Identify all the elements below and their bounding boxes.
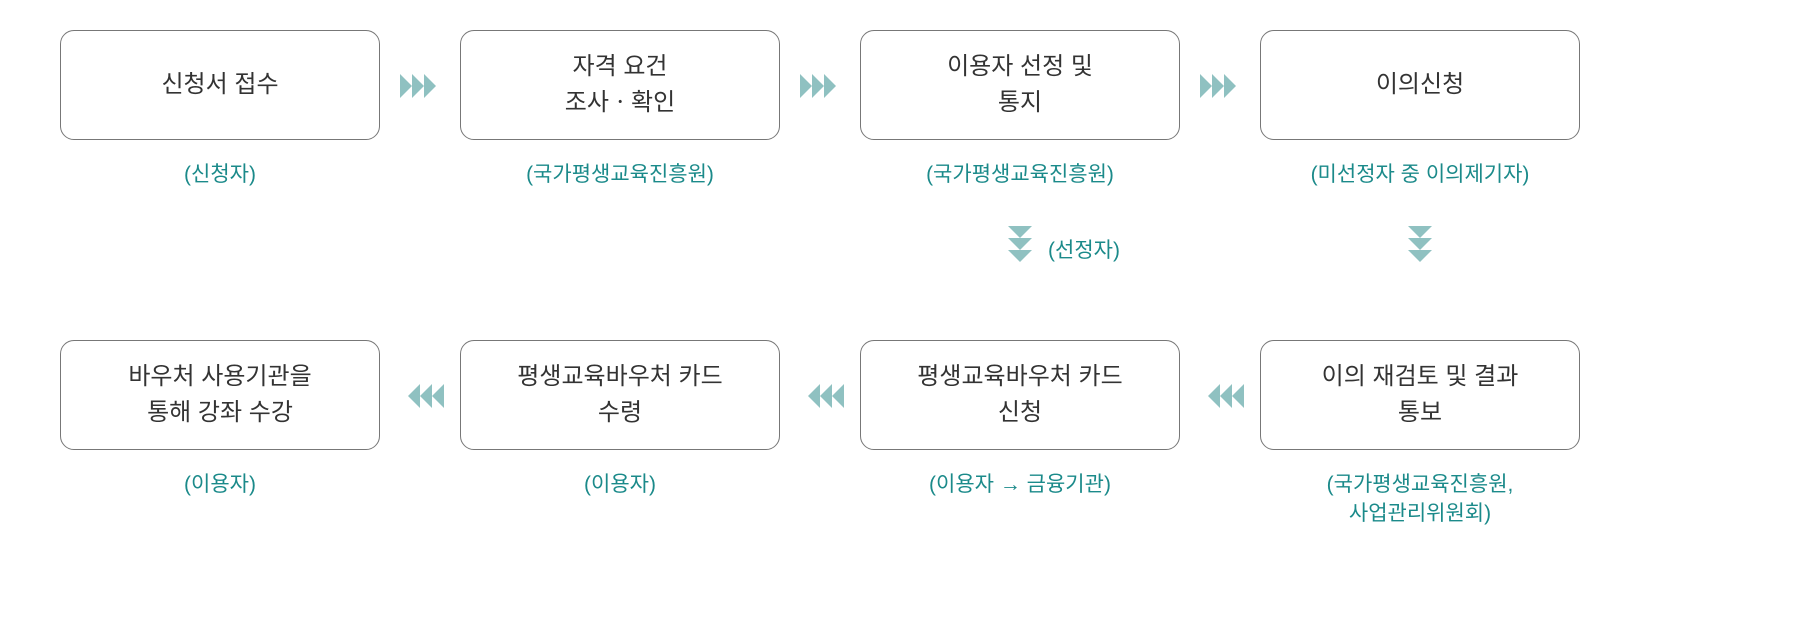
node-apply-card-sub: (이용자 → 금융기관) — [860, 470, 1180, 499]
node-application-submit-sub: (신청자) — [60, 160, 380, 189]
node-label: 평생교육바우처 카드 수령 — [517, 359, 722, 431]
down-arrow-label: (선정자) — [1048, 234, 1120, 264]
arrow-left-icon — [798, 382, 846, 410]
node-label: 평생교육바우처 카드 신청 — [917, 359, 1122, 431]
node-take-course: 바우처 사용기관을 통해 강좌 수강 — [60, 340, 380, 450]
node-label: 바우처 사용기관을 통해 강좌 수강 — [128, 359, 311, 431]
node-appeal-sub: (미선정자 중 이의제기자) — [1260, 160, 1580, 189]
node-qualification-check: 자격 요건 조사ㆍ확인 — [460, 30, 780, 140]
arrow-down-icon — [1006, 222, 1034, 274]
arrow-down-icon — [1406, 222, 1434, 274]
node-user-selection-sub: (국가평생교육진흥원) — [860, 160, 1180, 189]
node-review-result: 이의 재검토 및 결과 통보 — [1260, 340, 1580, 450]
node-user-selection: 이용자 선정 및 통지 — [860, 30, 1180, 140]
node-label: 이의 재검토 및 결과 통보 — [1322, 359, 1519, 431]
node-receive-card: 평생교육바우처 카드 수령 — [460, 340, 780, 450]
node-review-result-sub: (국가평생교육진흥원, 사업관리위원회) — [1260, 470, 1580, 529]
arrow-right-icon — [798, 72, 846, 100]
arrow-left-icon — [398, 382, 446, 410]
arrow-right-icon — [1198, 72, 1246, 100]
process-flowchart: 신청서 접수 (신청자) 자격 요건 조사ㆍ확인 (국가평생교육진흥원) 이용자… — [0, 0, 1804, 624]
arrow-right-icon — [398, 72, 446, 100]
node-label: 신청서 접수 — [161, 67, 278, 103]
node-apply-card: 평생교육바우처 카드 신청 — [860, 340, 1180, 450]
node-qualification-check-sub: (국가평생교육진흥원) — [460, 160, 780, 189]
node-label: 이용자 선정 및 통지 — [947, 49, 1093, 121]
node-application-submit: 신청서 접수 — [60, 30, 380, 140]
node-label: 자격 요건 조사ㆍ확인 — [565, 49, 675, 121]
node-label: 이의신청 — [1376, 67, 1464, 103]
node-appeal: 이의신청 — [1260, 30, 1580, 140]
node-take-course-sub: (이용자) — [60, 470, 380, 499]
node-receive-card-sub: (이용자) — [460, 470, 780, 499]
arrow-left-icon — [1198, 382, 1246, 410]
